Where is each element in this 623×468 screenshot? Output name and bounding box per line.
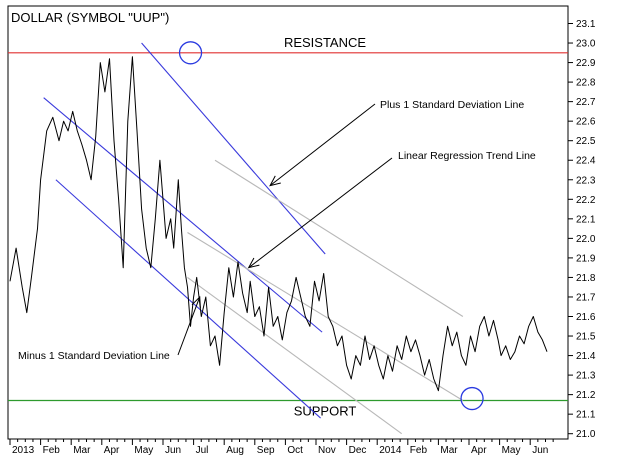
y-tick-label: 21.3	[576, 371, 596, 382]
x-tick-label: Jul	[196, 445, 209, 456]
x-tick-label: Sep	[257, 445, 275, 456]
resistance-label: RESISTANCE	[284, 35, 366, 50]
x-tick-label: Apr	[104, 445, 120, 456]
y-tick-label: 22.3	[576, 175, 596, 186]
chart-title: DOLLAR (SYMBOL "UUP")	[11, 10, 169, 25]
x-tick-label: Oct	[287, 445, 303, 456]
y-tick-label: 21.4	[576, 351, 596, 362]
channel-line-plus1-ext	[214, 159, 464, 317]
x-tick-label: May	[134, 445, 153, 456]
support-label: SUPPORT	[294, 403, 357, 418]
x-tick-label: Mar	[73, 445, 91, 456]
x-tick-label: Apr	[471, 445, 487, 456]
channel-line-regression	[43, 97, 323, 333]
y-tick-label: 21.7	[576, 292, 596, 303]
y-tick-label: 22.9	[576, 58, 596, 69]
annotation-label: Linear Regression Trend Line	[398, 150, 536, 162]
x-tick-label: Feb	[410, 445, 428, 456]
annotation-arrowhead	[191, 295, 201, 308]
y-tick-label: 21.9	[576, 253, 596, 264]
x-tick-label: May	[502, 445, 521, 456]
y-tick-label: 23.1	[576, 19, 596, 30]
y-tick-label: 21.5	[576, 332, 596, 343]
price-series-line	[9, 56, 548, 392]
highlight-circle	[460, 386, 484, 411]
y-tick-label: 23.0	[576, 39, 596, 50]
y-tick-label: 22.7	[576, 97, 596, 108]
x-tick-label: Feb	[43, 445, 61, 456]
annotation-arrow	[177, 296, 201, 356]
highlight-circle	[178, 41, 203, 65]
y-tick-label: 22.6	[576, 117, 596, 128]
channel-line-minus1-ext	[187, 276, 403, 435]
x-tick-label: 2013	[12, 445, 35, 456]
y-tick-label: 22.5	[576, 136, 596, 147]
annotation-arrowhead	[269, 175, 281, 187]
x-tick-label: Dec	[349, 445, 367, 456]
x-tick-label: Mar	[440, 445, 458, 456]
x-tick-label: Aug	[226, 445, 244, 456]
annotation-label: Plus 1 Standard Deviation Line	[380, 99, 524, 111]
x-tick-label: Nov	[318, 445, 336, 456]
y-tick-label: 22.2	[576, 195, 596, 206]
y-tick-label: 22.8	[576, 78, 596, 89]
y-tick-label: 22.4	[576, 156, 596, 167]
y-tick-label: 21.8	[576, 273, 596, 284]
y-tick-label: 21.0	[576, 429, 596, 440]
annotation-arrowhead	[247, 257, 260, 269]
annotation-arrow	[248, 157, 393, 269]
annotation-arrow	[269, 103, 376, 187]
x-tick-label: 2014	[379, 445, 402, 456]
y-tick-label: 21.6	[576, 312, 596, 323]
x-tick-label: Jun	[532, 445, 548, 456]
y-tick-label: 22.0	[576, 234, 596, 245]
y-tick-label: 21.1	[576, 410, 596, 421]
channel-line-regression-ext	[187, 232, 464, 401]
annotation-label: Minus 1 Standard Deviation Line	[18, 350, 170, 362]
plot-frame	[7, 5, 569, 440]
channel-line-plus1	[141, 42, 326, 255]
x-tick-label: Jun	[165, 445, 181, 456]
y-tick-label: 22.1	[576, 214, 596, 225]
y-tick-label: 21.2	[576, 390, 596, 401]
